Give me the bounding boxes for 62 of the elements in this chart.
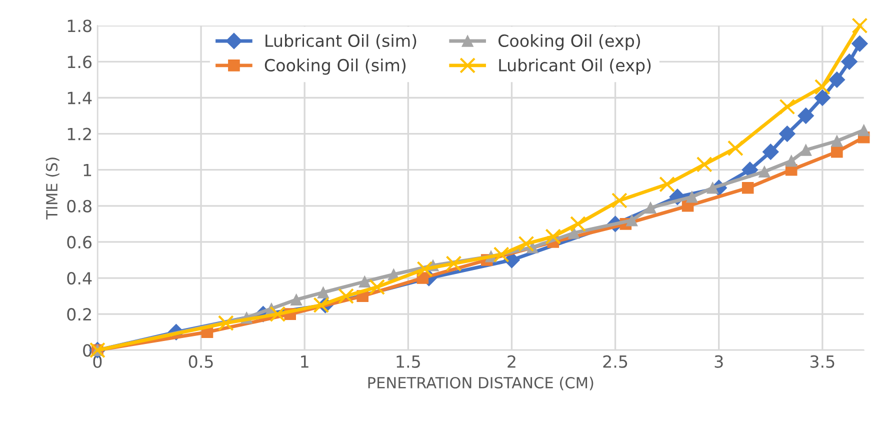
- point: [686, 190, 698, 203]
- y-tick-label: 1.6: [68, 56, 92, 68]
- point: [798, 108, 814, 124]
- point: [317, 286, 330, 298]
- point: [659, 176, 676, 192]
- point: [800, 144, 812, 156]
- point: [831, 146, 843, 158]
- point: [313, 297, 330, 314]
- x-tick-label: 2: [508, 355, 516, 368]
- point: [369, 279, 386, 296]
- point: [742, 182, 754, 194]
- point: [841, 53, 858, 70]
- point: [852, 18, 868, 34]
- legend-label: Cooking Oil (sim): [264, 58, 406, 75]
- x-tick-label: 3: [714, 355, 723, 368]
- point: [644, 202, 656, 214]
- x-tick-label: 1: [301, 356, 308, 368]
- y-axis-title: TIME (S): [46, 158, 60, 220]
- x-tick-label: 0.5: [188, 355, 213, 368]
- legend-label: Cooking Oil (exp): [498, 34, 640, 50]
- point: [828, 72, 846, 88]
- y-tick-label: 1: [84, 164, 92, 176]
- legend-label: Lubricant Oil (sim): [266, 34, 416, 49]
- point: [706, 182, 719, 194]
- point: [218, 315, 234, 332]
- point: [446, 256, 462, 272]
- point: [831, 135, 843, 147]
- y-tick-label: 1.2: [68, 128, 91, 140]
- x-tick-label: 2.5: [603, 355, 628, 368]
- legend-label: Lubricant Oil (exp): [499, 58, 651, 75]
- point: [568, 227, 580, 239]
- y-tick-label: 0.6: [67, 236, 92, 249]
- point: [358, 276, 371, 288]
- point: [779, 98, 796, 115]
- y-tick-label: 1.8: [68, 20, 92, 32]
- point: [611, 192, 628, 208]
- point: [493, 246, 510, 263]
- point: [727, 140, 744, 156]
- y-tick-label: 0.2: [67, 308, 91, 321]
- point: [814, 78, 830, 95]
- point: [758, 166, 770, 178]
- point: [779, 126, 796, 142]
- point: [785, 154, 798, 167]
- point: [570, 216, 586, 232]
- point: [852, 35, 868, 52]
- x-tick-label: 1.5: [396, 356, 420, 368]
- point: [626, 214, 638, 226]
- y-tick-label: 0.4: [67, 272, 92, 285]
- point: [858, 124, 870, 136]
- point: [416, 261, 433, 277]
- point: [696, 156, 712, 172]
- point: [338, 288, 354, 304]
- point: [518, 236, 534, 252]
- y-tick-label: 0.8: [67, 200, 92, 212]
- point: [270, 306, 286, 322]
- y-tick-label: 1.4: [68, 92, 92, 104]
- point: [814, 90, 831, 106]
- point: [545, 228, 562, 245]
- x-tick-label: 3.5: [810, 355, 834, 368]
- point: [762, 144, 779, 160]
- point: [290, 294, 302, 306]
- x-axis-title: PENETRATION DISTANCE (CM): [368, 376, 594, 390]
